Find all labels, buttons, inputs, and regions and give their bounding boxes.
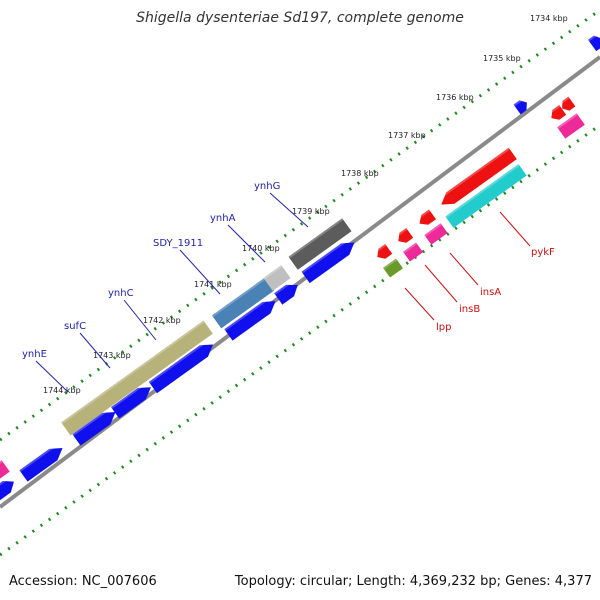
leader-line (449, 252, 479, 286)
cds-arrow (513, 97, 527, 115)
cds-arrow (148, 338, 214, 394)
gene-bar-SDY_1911 (211, 277, 275, 329)
leader-line (404, 287, 435, 321)
tick-label: 1741 kbp (194, 280, 232, 289)
tick-label: 1734 kbp (530, 14, 568, 23)
tick-label: 1742 kbp (143, 316, 181, 325)
forward-features (0, 32, 600, 501)
gene-bar-pykF (445, 164, 527, 228)
leader-line (179, 249, 221, 295)
gene-bar-ynhC (61, 320, 213, 436)
outer-tick-ring (0, 8, 600, 442)
cds-arrow (301, 236, 355, 284)
accession-text: Accession: NC_007606 (9, 574, 157, 589)
inner-tick-ring (0, 123, 600, 557)
pink-feature (557, 113, 585, 139)
gene-label-ynhE: ynhE (22, 349, 47, 360)
leader-line (227, 224, 266, 263)
gene-label-insA: insA (480, 287, 501, 298)
tick-label: 1736 kbp (436, 93, 474, 102)
map-title: Shigella dysenteriae Sd197, complete gen… (136, 10, 464, 26)
cds-arrow (72, 406, 116, 446)
gene-label-sufC: sufC (64, 321, 86, 332)
backbone-inner (0, 62, 600, 514)
leader-line (35, 360, 69, 393)
leader-line (499, 211, 531, 247)
cds-arrow (0, 475, 14, 501)
topology-text: Topology: circular; Length: 4,369,232 bp… (234, 574, 592, 589)
cds-arrow (588, 32, 600, 52)
gene-bar-insA (424, 223, 448, 245)
cds-arrow (111, 381, 151, 419)
gene-label-SDY_1911: SDY_1911 (153, 238, 203, 249)
gene-label-ynhG: ynhG (254, 181, 280, 192)
tick-label: 1738 kbp (341, 169, 379, 178)
gene-bar-insB (403, 242, 423, 262)
gene-label-pykF: pykF (531, 247, 555, 258)
cds-arrow-rev (373, 244, 393, 259)
gene-label-lpp: lpp (436, 322, 451, 333)
cds-arrow (274, 279, 298, 305)
cds-arrow (224, 295, 276, 341)
tick-label: 1740 kbp (242, 244, 280, 253)
gene-bar-lpp (383, 258, 403, 278)
cds-arrow-rev (437, 147, 517, 205)
leader-line (79, 332, 111, 369)
tick-label: 1737 kbp (388, 131, 426, 140)
gene-bar-ynhG (288, 218, 352, 270)
gene-label-ynhC: ynhC (108, 288, 134, 299)
tick-label: 1744 kbp (43, 386, 81, 395)
cds-arrow-rev (547, 105, 567, 120)
tick-label: 1735 kbp (483, 54, 521, 63)
gene-bar-ynhA (263, 265, 291, 291)
leader-line (269, 192, 309, 228)
pink-fragment (0, 460, 10, 480)
leader-line (123, 299, 157, 341)
gene-label-insB: insB (459, 304, 480, 315)
reverse-features (373, 96, 585, 278)
cds-arrow-rev (416, 209, 436, 225)
gene-label-ynhA: ynhA (210, 213, 236, 224)
tick-label: 1739 kbp (292, 207, 330, 216)
cds-arrow-rev (558, 96, 576, 111)
backbone-outer (0, 55, 600, 509)
tick-labels: 1734 kbp 1735 kbp 1736 kbp 1737 kbp 1738 kbp… (43, 14, 568, 395)
cds-arrow-rev (394, 228, 414, 243)
leader-line (424, 264, 458, 303)
cds-arrow (19, 442, 63, 482)
tick-label: 1743 kbp (93, 351, 131, 360)
